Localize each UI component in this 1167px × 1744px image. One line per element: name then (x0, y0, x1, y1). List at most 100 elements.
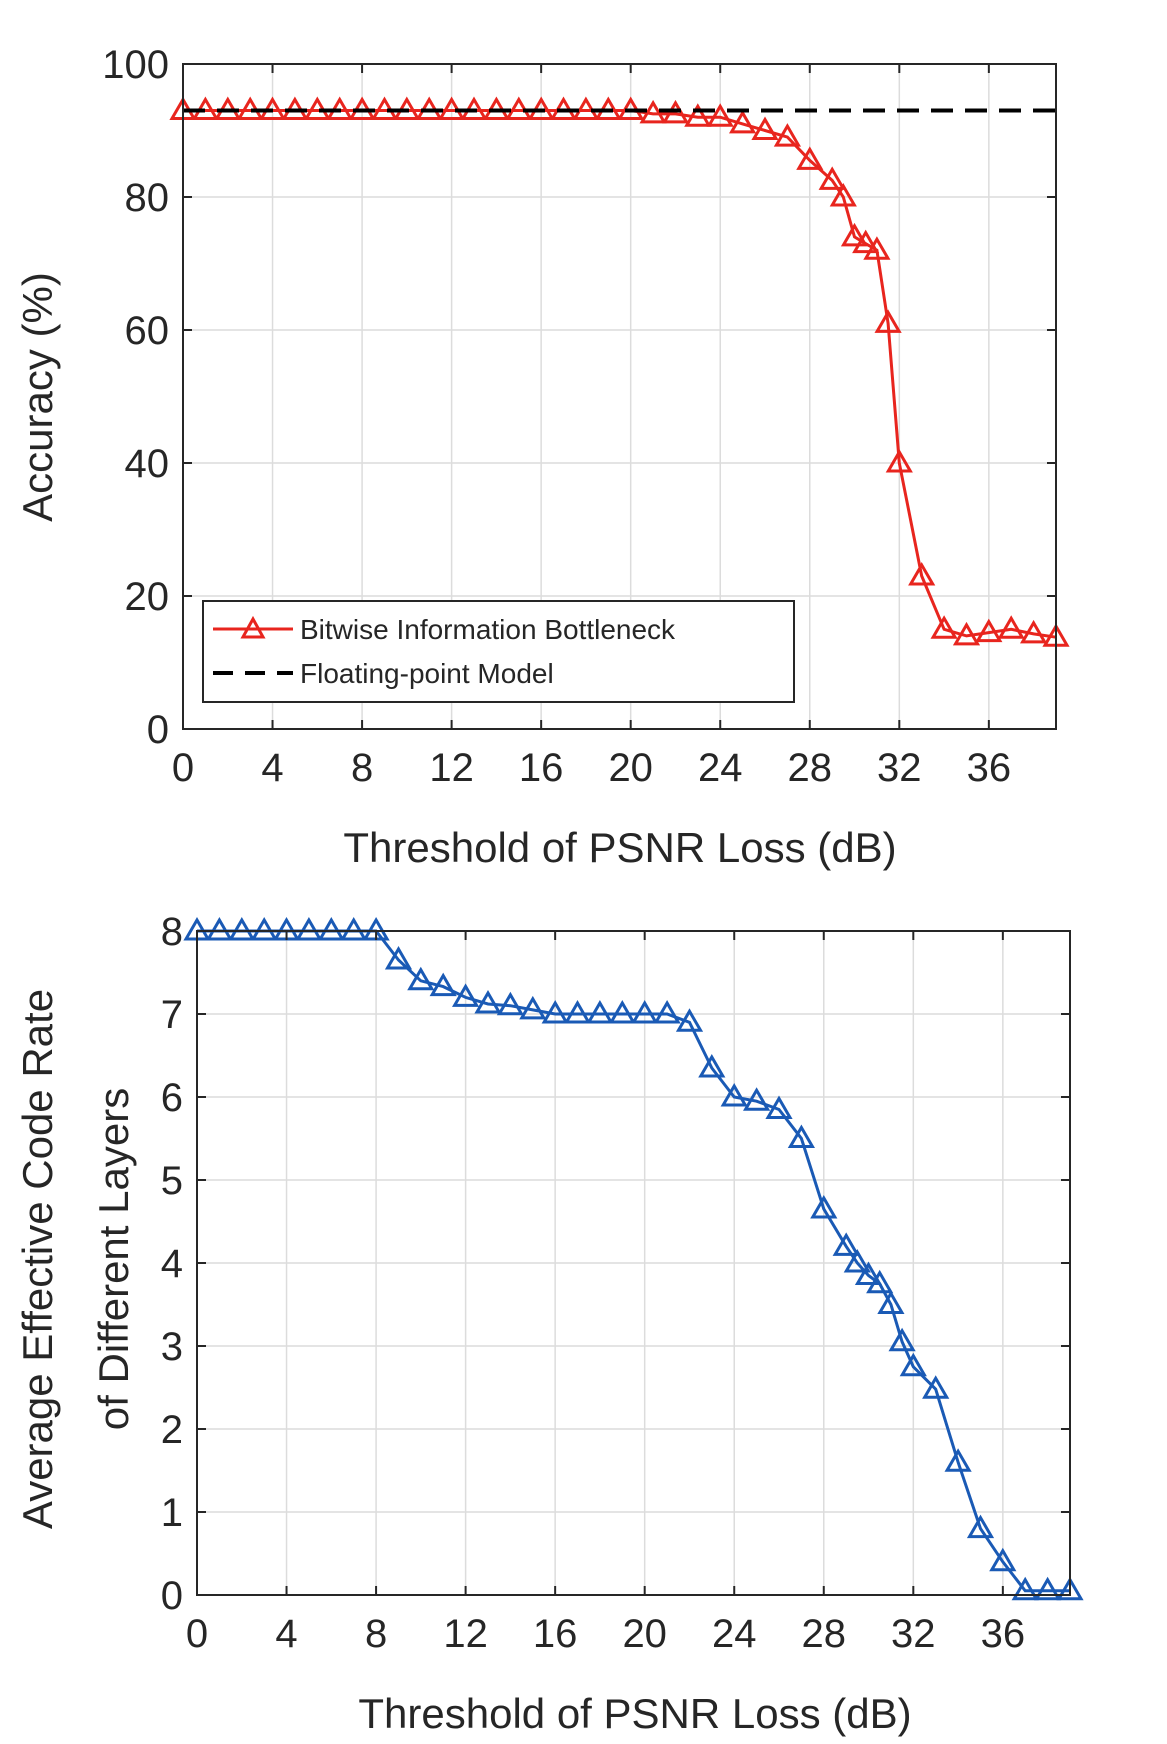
data-point-marker (608, 1000, 636, 1024)
tick-labels: 0 4 8 12 16 20 24 28 32 36 0 20 40 60 80 100 (102, 43, 1011, 790)
data-point-marker (250, 917, 278, 941)
data-point-marker (384, 946, 413, 970)
x-axis-title: Threshold of PSNR Loss (dB) (343, 824, 896, 871)
data-point-marker (975, 618, 1003, 643)
data-point-marker (639, 99, 667, 124)
y-tick-label: 1 (161, 1491, 183, 1535)
y-tick-label: 4 (161, 1242, 183, 1286)
data-point-marker (796, 146, 824, 170)
x-tick-label: 0 (186, 1612, 208, 1656)
data-point-marker (684, 103, 712, 127)
data-point-marker (228, 917, 256, 941)
y-tick-label: 20 (125, 575, 170, 619)
data-point-marker (631, 1000, 659, 1024)
y-tick-label: 3 (161, 1325, 183, 1369)
x-tick-label: 16 (519, 746, 564, 790)
data-point-marker (843, 1249, 871, 1273)
data-point-marker (877, 1290, 905, 1314)
x-tick-label: 8 (351, 746, 373, 790)
y-tick-label: 100 (102, 43, 169, 87)
data-point-marker (787, 1124, 816, 1148)
y-axis-title-line2: of Different Layers (90, 1088, 137, 1430)
x-tick-label: 12 (429, 746, 474, 790)
data-point-marker (885, 449, 913, 473)
data-point-marker (751, 116, 779, 140)
data-point-marker (706, 103, 734, 127)
legend: Bitwise Information Bottleneck Floating-… (202, 600, 795, 703)
data-point-marker (765, 1095, 793, 1119)
y-tick-label: 7 (161, 993, 183, 1037)
data-point-marker (698, 1054, 726, 1078)
x-tick-label: 4 (261, 746, 283, 790)
data-point-marker (852, 229, 880, 254)
x-tick-label: 32 (877, 746, 922, 790)
data-point-marker (810, 1195, 838, 1219)
data-point-marker (773, 123, 802, 147)
data-point-marker (997, 615, 1025, 639)
data-point-marker (874, 309, 902, 333)
legend-label-bib: Bitwise Information Bottleneck (300, 614, 676, 645)
data-point-marker (966, 1514, 995, 1539)
data-point-marker (1011, 1576, 1039, 1601)
data-point-marker (295, 917, 323, 941)
y-tick-label: 40 (125, 442, 170, 486)
x-tick-label: 28 (802, 1612, 847, 1656)
data-point-marker (429, 972, 457, 997)
data-point-marker (205, 917, 234, 941)
data-point-marker (888, 1327, 916, 1352)
data-point-marker (451, 983, 480, 1007)
legend-marker-triangle (240, 615, 266, 639)
data-point-marker (899, 1352, 927, 1377)
data-point-marker (989, 1547, 1017, 1572)
y-axis-title: Accuracy (%) (14, 272, 61, 522)
x-tick-label: 20 (622, 1612, 667, 1656)
data-point-marker (840, 222, 869, 247)
data-point-marker (317, 917, 345, 941)
x-tick-label: 36 (981, 1612, 1026, 1656)
tick-marks (182, 63, 1056, 730)
data-point-marker (407, 966, 435, 991)
x-tick-label: 4 (275, 1612, 297, 1656)
y-tick-label: 8 (161, 910, 183, 954)
data-point-marker (908, 562, 936, 586)
y-tick-label: 60 (125, 309, 170, 353)
data-point-marker (563, 1000, 592, 1024)
y-axis-title-line1: Average Effective Code Rate (14, 989, 61, 1529)
x-tick-label: 24 (712, 1612, 757, 1656)
x-axis-title: Threshold of PSNR Loss (dB) (358, 1690, 911, 1737)
data-point-marker (930, 615, 958, 639)
x-tick-label: 20 (608, 746, 653, 790)
data-point-marker (496, 991, 525, 1016)
x-tick-label: 32 (891, 1612, 936, 1656)
data-point-marker (653, 1000, 681, 1024)
data-point-marker (866, 1269, 894, 1294)
data-point-marker (474, 990, 502, 1014)
data-point-marker (720, 1083, 748, 1107)
x-tick-label: 28 (788, 746, 833, 790)
data-point-marker (586, 1000, 614, 1024)
x-tick-label: 16 (533, 1612, 578, 1656)
y-tick-label: 2 (161, 1408, 183, 1452)
data-point-marker (863, 236, 891, 260)
data-point-marker (832, 1232, 860, 1256)
data-point-marker (728, 109, 757, 134)
data-point-marker (829, 183, 857, 207)
data-point-marker (1019, 619, 1048, 644)
y-tick-label: 5 (161, 1159, 183, 1203)
x-tick-label: 24 (698, 746, 743, 790)
tick-marks (196, 930, 1070, 1596)
series-layer (169, 96, 1070, 647)
data-point-marker (1033, 1576, 1062, 1601)
data-point-marker (742, 1087, 771, 1111)
data-point-marker (952, 621, 981, 646)
data-point-marker (519, 995, 547, 1020)
x-tick-label: 8 (365, 1612, 387, 1656)
x-tick-label: 12 (443, 1612, 488, 1656)
data-point-marker (675, 1008, 704, 1032)
x-tick-label: 36 (967, 746, 1012, 790)
data-point-marker (922, 1375, 950, 1399)
y-tick-label: 0 (161, 1574, 183, 1618)
